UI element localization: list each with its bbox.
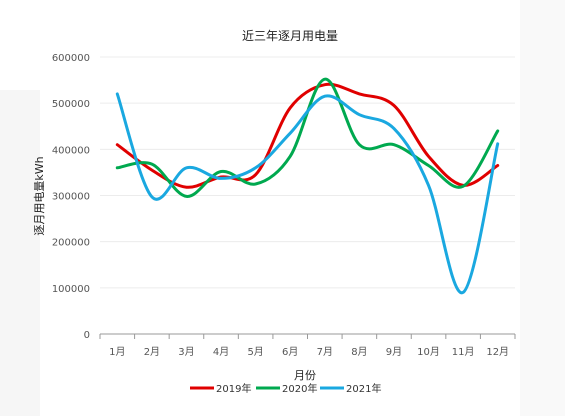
y-axis-label: 逐月用电量kWh — [33, 156, 46, 235]
x-tick-label: 4月 — [213, 346, 229, 358]
y-tick-label: 400000 — [52, 145, 90, 156]
x-tick-label: 10月 — [417, 346, 440, 358]
legend: 2019年 2020年 2021年 — [190, 382, 381, 395]
chart-title: 近三年逐月用电量 — [242, 29, 338, 43]
series-line-2 — [115, 77, 500, 198]
series-line-1 — [115, 82, 500, 189]
x-tick-label: 6月 — [282, 346, 298, 358]
y-tick-label: 500000 — [52, 99, 90, 110]
background-shape — [520, 0, 565, 416]
x-tick-label: 12月 — [486, 346, 509, 358]
x-tick-label: 2月 — [144, 346, 160, 358]
x-tick-label: 11月 — [452, 346, 475, 358]
legend-label: 2019年 — [216, 382, 251, 395]
series-line-3 — [115, 92, 500, 294]
background-shape — [0, 90, 40, 416]
x-tick-label: 3月 — [178, 346, 194, 358]
legend-label: 2020年 — [282, 382, 317, 395]
y-tick-label: 200000 — [52, 238, 90, 249]
x-tick-label: 1月 — [109, 346, 125, 358]
x-tick-label: 9月 — [386, 346, 402, 358]
x-tick-label: 5月 — [247, 346, 263, 358]
x-axis-ticks: 1月 2月 3月 4月 5月 6月 7月 8月 9月 10月 11月 12月 — [99, 334, 516, 358]
x-tick-label: 8月 — [351, 346, 367, 358]
y-tick-label: 600000 — [52, 53, 90, 64]
y-axis-ticks: 0 100000 200000 300000 400000 500000 600000 — [52, 53, 90, 341]
y-tick-label: 100000 — [52, 284, 90, 295]
series-lines — [115, 77, 500, 294]
y-tick-label: 300000 — [52, 192, 90, 203]
x-tick-label: 7月 — [317, 346, 333, 358]
x-axis-label: 月份 — [294, 369, 316, 382]
y-tick-label: 0 — [84, 330, 90, 341]
legend-label: 2021年 — [346, 382, 381, 395]
